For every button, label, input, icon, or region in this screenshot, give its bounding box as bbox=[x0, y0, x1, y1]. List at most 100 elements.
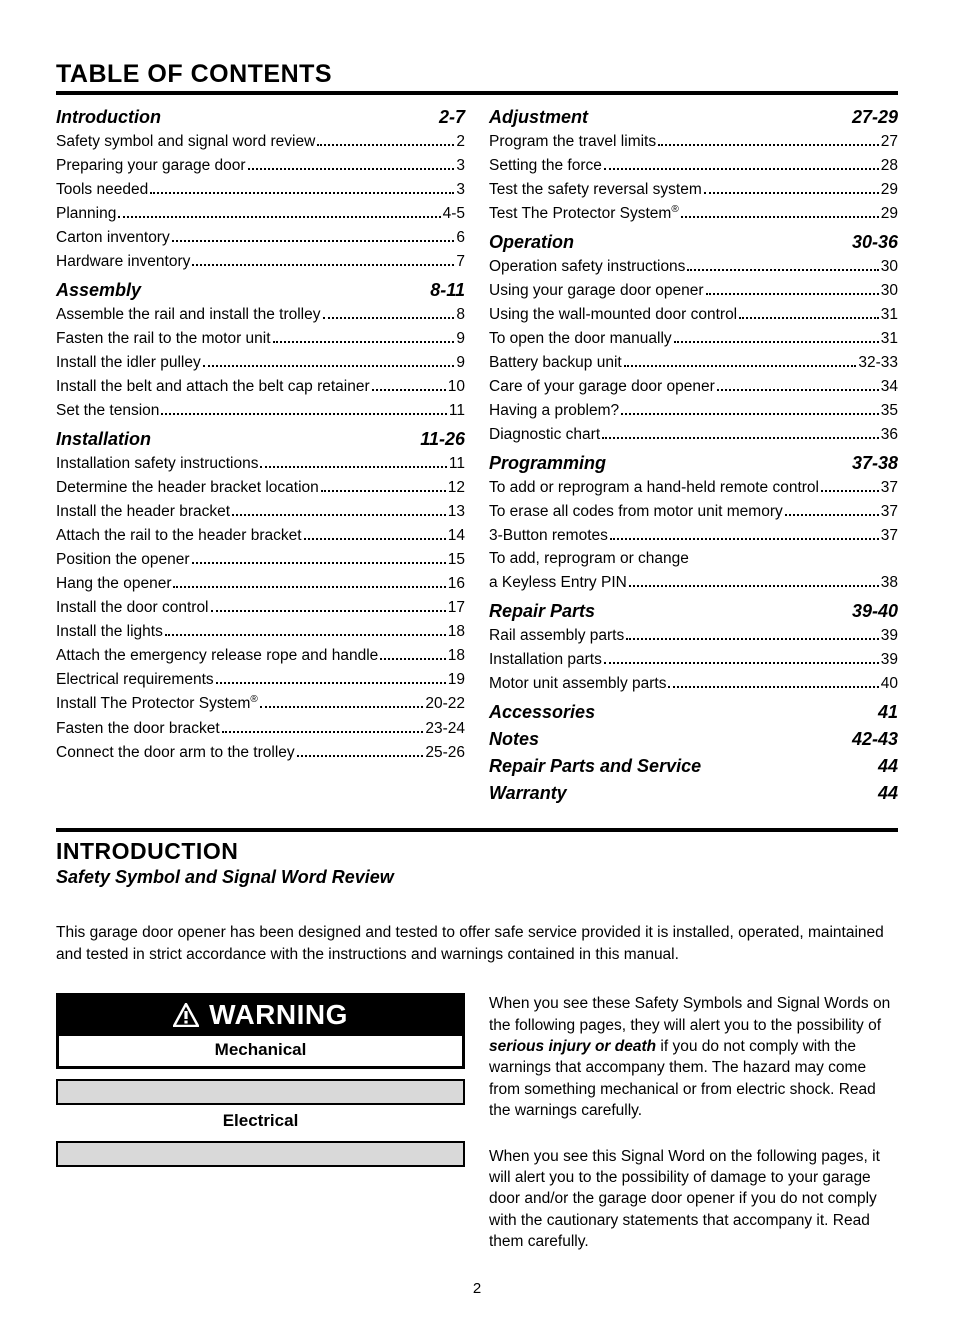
toc-entry: Hardware inventory7 bbox=[56, 250, 465, 274]
toc-section-title: Installation bbox=[56, 429, 151, 450]
toc-entry-page: 31 bbox=[881, 303, 898, 327]
toc-entry-page: 34 bbox=[881, 375, 898, 399]
toc-leader-dots bbox=[610, 538, 879, 540]
toc-entry-label: Motor unit assembly parts bbox=[489, 672, 666, 696]
introduction-paragraph: This garage door opener has been designe… bbox=[56, 922, 898, 965]
toc-leader-dots bbox=[150, 192, 454, 194]
toc-entry: Install the door control17 bbox=[56, 596, 465, 620]
toc-entry-page: 17 bbox=[448, 596, 465, 620]
toc-entry: Attach the rail to the header bracket14 bbox=[56, 524, 465, 548]
warning-electrical-label: Electrical bbox=[56, 1111, 465, 1131]
toc-entry: Diagnostic chart36 bbox=[489, 423, 898, 447]
toc-section-header: Programming 37-38 bbox=[489, 453, 898, 474]
toc-entry-label: Determine the header bracket location bbox=[56, 476, 319, 500]
toc-entry-page: 7 bbox=[456, 250, 465, 274]
toc-leader-dots bbox=[668, 686, 878, 688]
toc-entry-page: 37 bbox=[881, 500, 898, 524]
toc-entry-label: Carton inventory bbox=[56, 226, 170, 250]
toc-entry-label: Test the safety reversal system bbox=[489, 178, 702, 202]
toc-leader-dots bbox=[621, 413, 879, 415]
toc-section-header: Adjustment27-29 bbox=[489, 107, 898, 128]
toc-entry-label: Having a problem? bbox=[489, 399, 619, 423]
warning-column: WARNING Mechanical Electrical bbox=[56, 993, 465, 1252]
toc-entry: 3-Button remotes37 bbox=[489, 524, 898, 548]
safety-paragraph-1: When you see these Safety Symbols and Si… bbox=[489, 993, 898, 1121]
toc-entry: To open the door manually31 bbox=[489, 327, 898, 351]
toc-leader-dots bbox=[260, 466, 446, 468]
toc-section-pages: 2-7 bbox=[439, 107, 465, 128]
toc-leader-dots bbox=[372, 389, 446, 391]
toc-entry-label: Install the belt and attach the belt cap… bbox=[56, 375, 370, 399]
toc-entry-page: 10 bbox=[448, 375, 465, 399]
toc-entry: Having a problem?35 bbox=[489, 399, 898, 423]
toc-section-title: Programming bbox=[489, 453, 606, 474]
toc-section-header: Repair Parts and Service44 bbox=[489, 756, 898, 777]
toc-leader-dots bbox=[297, 755, 424, 757]
toc-section-header: Notes 42-43 bbox=[489, 729, 898, 750]
toc-leader-dots bbox=[717, 389, 879, 391]
toc-entry-page: 15 bbox=[448, 548, 465, 572]
toc-entry-page: 38 bbox=[881, 571, 898, 595]
toc-section-header: Introduction 2-7 bbox=[56, 107, 465, 128]
toc-entry-label: Program the travel limits bbox=[489, 130, 656, 154]
warning-triangle-icon bbox=[173, 1003, 199, 1027]
toc-leader-dots bbox=[626, 638, 879, 640]
toc-entry-page: 39 bbox=[881, 624, 898, 648]
toc-entry-page: 9 bbox=[456, 327, 465, 351]
toc-entry-page: 6 bbox=[456, 226, 465, 250]
toc-entry-label: Install the idler pulley bbox=[56, 351, 201, 375]
toc-leader-dots bbox=[203, 365, 455, 367]
toc-entry-label: Using the wall-mounted door control bbox=[489, 303, 737, 327]
toc-right-column: Adjustment27-29Program the travel limits… bbox=[489, 101, 898, 806]
introduction-subheading: Safety Symbol and Signal Word Review bbox=[56, 867, 898, 888]
toc-section-title: Introduction bbox=[56, 107, 161, 128]
warning-header: WARNING bbox=[59, 996, 462, 1036]
toc-section-header: Repair Parts39-40 bbox=[489, 601, 898, 622]
warning-header-text: WARNING bbox=[209, 999, 348, 1031]
toc-entry: Assemble the rail and install the trolle… bbox=[56, 303, 465, 327]
toc-leader-dots bbox=[192, 264, 454, 266]
toc-section-title: Notes bbox=[489, 729, 539, 750]
toc-entry: Install the idler pulley9 bbox=[56, 351, 465, 375]
toc-section-pages: 44 bbox=[878, 783, 898, 804]
introduction-block: INTRODUCTION Safety Symbol and Signal Wo… bbox=[56, 828, 898, 965]
toc-entry-page: 30 bbox=[881, 255, 898, 279]
toc-entry-label: Preparing your garage door bbox=[56, 154, 246, 178]
toc-section-pages: 30-36 bbox=[852, 232, 898, 253]
toc-entry-page: 23-24 bbox=[425, 717, 465, 741]
toc-entry-label: To add, reprogram or change bbox=[489, 548, 898, 570]
toc-entry-label: Position the opener bbox=[56, 548, 190, 572]
toc-entry-page: 27 bbox=[881, 130, 898, 154]
toc-leader-dots bbox=[821, 490, 879, 492]
toc-entry: Install the lights18 bbox=[56, 620, 465, 644]
toc-entry: Install the header bracket13 bbox=[56, 500, 465, 524]
toc-leader-dots bbox=[629, 585, 879, 587]
toc-entry-page: 13 bbox=[448, 500, 465, 524]
toc-section-header: Accessories41 bbox=[489, 702, 898, 723]
toc-entry-page: 25-26 bbox=[425, 741, 465, 765]
toc-section-pages: 37-38 bbox=[852, 453, 898, 474]
toc-section-title: Accessories bbox=[489, 702, 595, 723]
toc-leader-dots bbox=[674, 341, 879, 343]
toc-section-pages: 27-29 bbox=[852, 107, 898, 128]
toc-entry-label: Test The Protector System® bbox=[489, 202, 679, 226]
toc-entry: Planning4-5 bbox=[56, 202, 465, 226]
toc-leader-dots bbox=[304, 538, 446, 540]
toc-leader-dots bbox=[317, 144, 454, 146]
warning-placeholder-box-2 bbox=[56, 1141, 465, 1167]
toc-entry-label: Fasten the rail to the motor unit bbox=[56, 327, 271, 351]
toc-entry-label: Connect the door arm to the trolley bbox=[56, 741, 295, 765]
toc-leader-dots bbox=[706, 293, 879, 295]
toc-entry: Installation safety instructions11 bbox=[56, 452, 465, 476]
toc-entry-page: 2 bbox=[456, 130, 465, 154]
toc-leader-dots bbox=[380, 658, 445, 660]
toc-entry: Electrical requirements19 bbox=[56, 668, 465, 692]
toc-section-title: Repair Parts and Service bbox=[489, 756, 701, 777]
toc-entry: To erase all codes from motor unit memor… bbox=[489, 500, 898, 524]
toc-section-pages: 42-43 bbox=[852, 729, 898, 750]
toc-entry-label: Attach the rail to the header bracket bbox=[56, 524, 302, 548]
toc-entry-page: 29 bbox=[881, 178, 898, 202]
toc-entry-page: 39 bbox=[881, 648, 898, 672]
toc-entry: Hang the opener16 bbox=[56, 572, 465, 596]
toc-entry-label: Assemble the rail and install the trolle… bbox=[56, 303, 321, 327]
